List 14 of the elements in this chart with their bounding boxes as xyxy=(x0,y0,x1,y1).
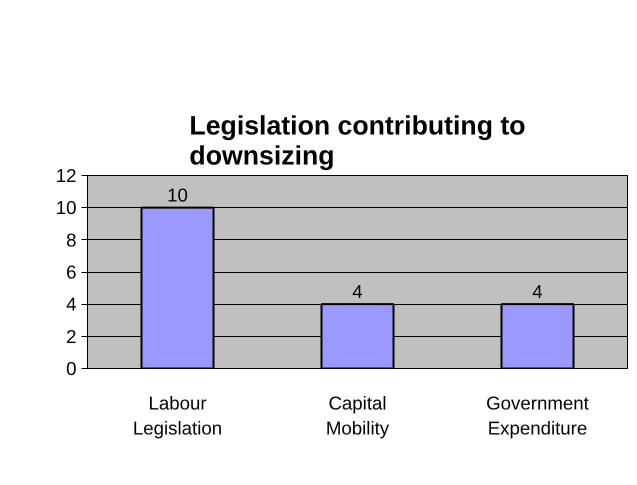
x-tick-label: Capital Mobility xyxy=(326,392,390,439)
y-tick-label: 12 xyxy=(56,165,77,186)
data-label: 4 xyxy=(532,281,543,302)
y-tick-label: 6 xyxy=(66,262,77,282)
y-tick-label: 0 xyxy=(66,358,77,379)
y-tick-label: 8 xyxy=(66,229,77,250)
data-label: 4 xyxy=(352,281,363,302)
x-tick-label: Government Expenditure xyxy=(486,392,590,439)
y-tick-label: 10 xyxy=(56,197,77,218)
y-tick-label: 2 xyxy=(66,326,77,347)
y-tick-label: 4 xyxy=(66,294,77,315)
data-label: 10 xyxy=(167,184,188,206)
x-tick-label: Labour Legislation xyxy=(132,392,222,439)
chart-title: Legislation contributing to downsizing xyxy=(189,110,526,170)
